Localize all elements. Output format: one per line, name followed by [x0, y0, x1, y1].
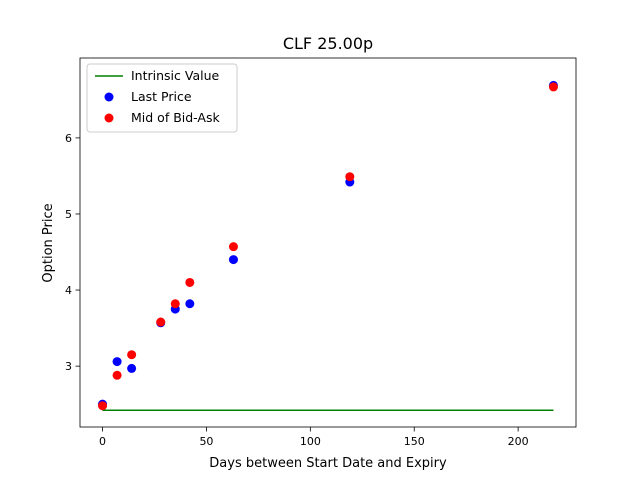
scatter-point-mid-bid-ask	[185, 277, 195, 287]
legend: Intrinsic Value Last Price Mid of Bid-Ask	[86, 63, 238, 133]
scatter-point-mid-bid-ask	[98, 401, 108, 411]
y-tick-label: 4	[65, 284, 72, 297]
legend-label: Last Price	[131, 89, 192, 104]
legend-box	[86, 63, 238, 133]
scatter-point-mid-bid-ask	[156, 317, 166, 327]
plot-frame	[79, 57, 577, 428]
legend-marker-last-price	[104, 92, 114, 102]
scatter-point-last-price	[127, 363, 137, 373]
y-tick-label: 6	[65, 132, 72, 145]
x-tick-label: 150	[404, 435, 425, 448]
x-tick-label: 200	[508, 435, 529, 448]
plot-area	[79, 57, 577, 428]
scatter-point-mid-bid-ask	[548, 82, 558, 92]
scatter-point-last-price	[112, 357, 122, 367]
scatter-point-mid-bid-ask	[127, 350, 137, 360]
scatter-point-last-price	[185, 299, 195, 309]
scatter-point-mid-bid-ask	[345, 172, 355, 182]
legend-marker-mid-bid-ask	[104, 113, 114, 123]
chart-title: CLF 25.00p	[283, 34, 373, 53]
scatter-point-mid-bid-ask	[170, 299, 180, 309]
y-axis-ticks: 3 4 5 6	[65, 132, 80, 373]
scatter-point-last-price	[228, 255, 238, 265]
y-axis-label: Option Price	[41, 203, 56, 282]
x-tick-label: 50	[199, 435, 213, 448]
legend-label: Mid of Bid-Ask	[131, 110, 220, 125]
y-tick-label: 5	[65, 208, 72, 221]
x-tick-label: 0	[99, 435, 106, 448]
x-tick-label: 100	[300, 435, 321, 448]
scatter-point-mid-bid-ask	[112, 370, 122, 380]
x-axis-ticks: 0 50 100 150 200	[99, 427, 529, 448]
x-axis-label: Days between Start Date and Expiry	[209, 456, 447, 471]
y-tick-label: 3	[65, 360, 72, 373]
scatter-point-mid-bid-ask	[228, 242, 238, 252]
legend-label: Intrinsic Value	[131, 68, 220, 83]
